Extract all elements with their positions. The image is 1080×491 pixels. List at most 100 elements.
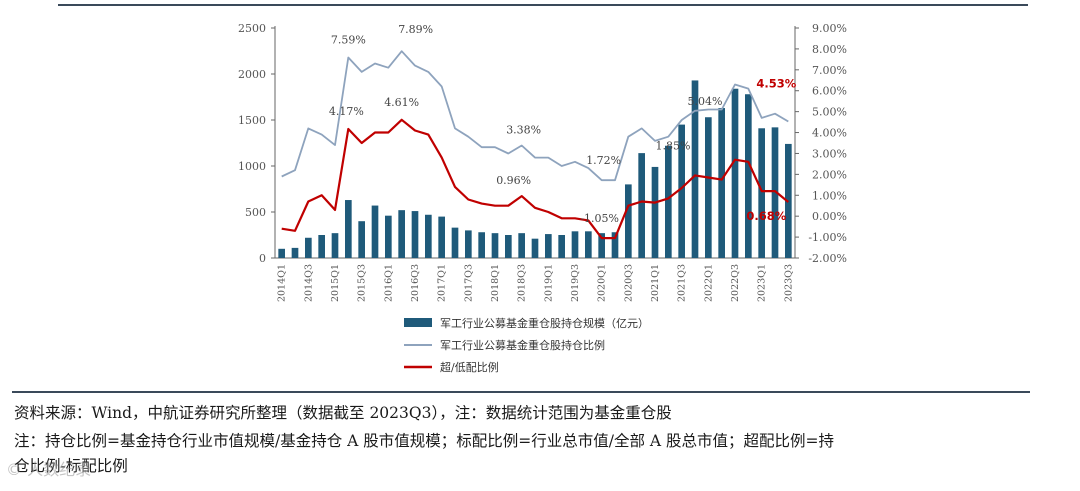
- bar-mark: [638, 153, 645, 258]
- left-axis-label: 0: [259, 252, 266, 265]
- left-axis-label: 2500: [238, 22, 266, 35]
- legend-label: 超/低配比例: [440, 360, 499, 374]
- legend-swatch-bar: [404, 318, 432, 327]
- definition-note: 注：持仓比例=基金持仓行业市值规模/基金持仓 A 股市值规模；标配比例=行业总市…: [14, 432, 835, 450]
- bar-mark: [558, 235, 565, 258]
- x-axis-label: 2022Q1: [703, 264, 714, 302]
- x-axis-label: 2017Q1: [437, 264, 448, 302]
- bar-mark: [478, 232, 485, 258]
- x-axis-label: 2015Q1: [330, 264, 341, 302]
- x-axis-label: 2014Q1: [277, 264, 288, 302]
- data-label: 4.61%: [384, 96, 419, 109]
- legend-label: 军工行业公募基金重仓股持仓比例: [440, 338, 605, 352]
- x-axis-label: 2023Q1: [757, 264, 768, 302]
- right-axis-label: 7.00%: [812, 64, 847, 77]
- bar-mark: [411, 211, 419, 258]
- left-axis-label: 2000: [238, 68, 266, 81]
- data-label: 7.89%: [398, 23, 433, 36]
- bar-mark: [505, 235, 512, 258]
- x-axis-label: 2017Q3: [463, 264, 474, 302]
- chart-canvas: 0 500 1000 1500 2000 2500 -2.00% -1.00% 0.00% 1.0…: [238, 22, 847, 374]
- holding-ratio-line: [281, 50, 789, 182]
- right-axis-label: -1.00%: [808, 231, 847, 244]
- legend-label: 军工行业公募基金重仓股持仓规模（亿元）: [440, 316, 649, 330]
- bar-mark: [331, 233, 339, 258]
- x-axis-label: 2020Q1: [597, 264, 608, 302]
- bar-mark: [531, 238, 539, 258]
- watermark: © 人数纪录: [6, 460, 92, 479]
- x-axis-label: 2022Q3: [730, 264, 741, 302]
- x-axis-label: 2016Q1: [383, 264, 394, 302]
- data-label: 4.17%: [329, 105, 364, 118]
- bar-mark: [691, 80, 699, 258]
- bar-mark: [385, 215, 392, 258]
- bar-mark: [371, 205, 379, 258]
- bar-mark: [438, 216, 445, 258]
- bar-mark: [651, 166, 659, 258]
- left-axis-label: 500: [245, 206, 266, 219]
- data-label: 3.38%: [506, 124, 541, 137]
- bar-mark: [611, 232, 619, 258]
- right-axis-label: 6.00%: [812, 85, 847, 98]
- data-label: 7.59%: [331, 33, 366, 46]
- right-axis-label: 2.00%: [812, 168, 847, 181]
- bar-mark: [665, 145, 672, 258]
- x-axis-label: 2015Q3: [357, 264, 368, 302]
- bar-mark: [745, 94, 752, 259]
- x-axis-label: 2018Q3: [517, 264, 528, 302]
- x-axis-label: 2014Q3: [303, 264, 314, 302]
- bar-mark: [625, 184, 632, 258]
- bar-mark: [451, 227, 459, 258]
- bar-mark: [491, 233, 499, 258]
- right-axis-label: 9.00%: [812, 22, 847, 35]
- right-axis-label: 4.00%: [812, 127, 847, 140]
- bar-mark: [425, 214, 432, 258]
- x-axis-label: 2021Q3: [677, 264, 688, 302]
- data-label: 1.72%: [586, 154, 621, 167]
- data-label: 1.85%: [656, 139, 691, 152]
- right-axis-label: 0.00%: [812, 210, 847, 223]
- right-axis-label: 1.00%: [812, 189, 847, 202]
- right-axis-label: 5.00%: [812, 106, 847, 119]
- left-axis-label: 1000: [238, 160, 266, 173]
- bar-mark: [598, 233, 605, 258]
- x-axis-label: 2023Q3: [783, 264, 794, 302]
- bar-mark: [585, 231, 592, 258]
- definition-note-cont: 仓比例-标配比例: [14, 457, 128, 475]
- divider-rule: [12, 391, 1030, 393]
- bar-mark: [345, 200, 352, 258]
- bar-mark: [398, 210, 405, 258]
- left-axis-label: 1500: [238, 114, 266, 127]
- bar-mark: [758, 128, 765, 258]
- bar-mark: [718, 108, 725, 258]
- bar-mark: [771, 127, 779, 258]
- bar-mark: [278, 248, 285, 258]
- x-axis-label: 2018Q1: [490, 264, 501, 302]
- data-label: 4.53%: [756, 76, 796, 90]
- bar-mark: [291, 247, 299, 258]
- bar-mark: [465, 230, 472, 258]
- x-axis-label: 2021Q1: [650, 264, 661, 302]
- bar-mark: [318, 235, 325, 258]
- x-axis-label: 2019Q1: [543, 264, 554, 302]
- x-axis-label: 2016Q3: [410, 264, 421, 302]
- data-label: -1.05%: [580, 212, 619, 225]
- data-label: 5.04%: [688, 95, 723, 108]
- overweight-ratio-line: [281, 118, 789, 240]
- data-label: 0.96%: [496, 174, 531, 187]
- right-axis-label: -2.00%: [808, 252, 847, 265]
- bar-mark: [678, 124, 685, 258]
- data-label: 0.68%: [746, 209, 786, 223]
- x-axis-label: 2020Q3: [623, 264, 634, 302]
- bar-mark: [358, 221, 365, 258]
- right-axis-label: 3.00%: [812, 147, 847, 160]
- bar-mark: [545, 234, 552, 258]
- right-axis-label: 8.00%: [812, 43, 847, 56]
- source-note: 资料来源：Wind，中航证券研究所整理（数据截至 2023Q3），注：数据统计范…: [14, 404, 672, 422]
- bar-mark: [705, 117, 712, 259]
- x-axis-label: 2019Q3: [570, 264, 581, 302]
- top-rule: [58, 4, 1028, 6]
- bar-mark: [731, 88, 739, 258]
- bar-mark: [305, 237, 312, 258]
- bar-mark: [518, 233, 525, 258]
